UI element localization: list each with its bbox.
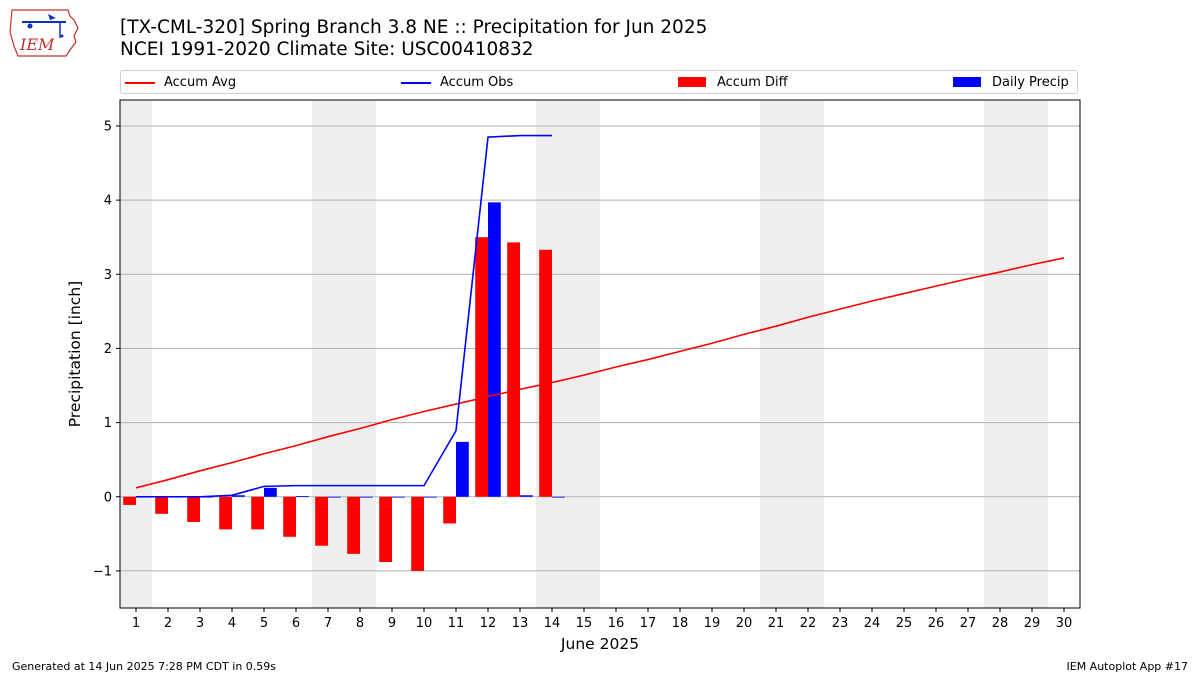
accum-obs-line xyxy=(136,134,552,498)
x-tick-label: 13 xyxy=(512,616,529,631)
x-tick-label: 4 xyxy=(228,616,236,631)
daily-precip-bar xyxy=(392,496,405,498)
daily-precip-bar xyxy=(424,496,437,498)
x-tick-label: 19 xyxy=(704,616,721,631)
accum-diff-bar xyxy=(155,496,168,514)
x-tick-label: 22 xyxy=(800,616,817,631)
x-tick-label: 1 xyxy=(132,616,140,631)
daily-precip-bar xyxy=(520,495,533,497)
accum-avg-line xyxy=(135,257,1065,489)
x-tick-label: 29 xyxy=(1024,616,1041,631)
x-tick-label: 8 xyxy=(356,616,364,631)
y-tick-label: 5 xyxy=(104,119,112,134)
accum-diff-bar xyxy=(251,496,264,530)
weekend-shade xyxy=(120,100,152,608)
x-tick-label: 23 xyxy=(832,616,849,631)
plot-frame xyxy=(119,99,1081,609)
x-tick-label: 24 xyxy=(864,616,881,631)
daily-precip-bar xyxy=(328,496,341,498)
x-tick-label: 20 xyxy=(736,616,753,631)
legend-label: Accum Obs xyxy=(440,75,514,90)
x-tick-label: 3 xyxy=(196,616,204,631)
generated-note: Generated at 14 Jun 2025 7:28 PM CDT in … xyxy=(12,660,277,673)
weekend-shade xyxy=(1016,100,1048,608)
x-tick-label: 12 xyxy=(480,616,497,631)
daily-precip-bar xyxy=(456,441,469,497)
x-tick-label: 28 xyxy=(992,616,1009,631)
chart-legend: Accum Avg Accum Obs Accum Diff Daily Pre… xyxy=(120,70,1078,94)
x-tick-label: 25 xyxy=(896,616,913,631)
daily-precip-bar xyxy=(488,202,501,497)
x-tick-label: 15 xyxy=(576,616,593,631)
accum-diff-bar xyxy=(411,496,424,571)
accum-diff-bar xyxy=(283,496,296,537)
x-tick-label: 2 xyxy=(164,616,172,631)
y-axis-label: Precipitation [inch] xyxy=(66,281,84,427)
y-tick-label: 2 xyxy=(104,342,112,357)
x-tick-label: 5 xyxy=(260,616,268,631)
y-tick-label: 3 xyxy=(104,268,112,283)
legend-key-blue-line xyxy=(401,82,431,84)
accum-diff-bar xyxy=(379,496,392,563)
y-tick-label: 4 xyxy=(104,194,112,209)
weekend-shade xyxy=(984,100,1016,608)
legend-label: Daily Precip xyxy=(992,75,1069,90)
y-tick-label: 1 xyxy=(104,416,112,431)
y-tick-label: 0 xyxy=(104,490,112,505)
accum-diff-bar xyxy=(539,249,552,497)
accum-diff-bar xyxy=(475,237,488,497)
x-tick-label: 21 xyxy=(768,616,785,631)
legend-label: Accum Avg xyxy=(164,75,237,90)
daily-precip-bar xyxy=(360,496,373,498)
y-tick-label: −1 xyxy=(93,564,112,579)
app-credit: IEM Autoplot App #17 xyxy=(1066,660,1189,673)
x-tick-label: 30 xyxy=(1056,616,1073,631)
daily-precip-bar xyxy=(232,495,245,497)
weekend-shade xyxy=(792,100,824,608)
x-tick-label: 10 xyxy=(416,616,433,631)
x-tick-label: 18 xyxy=(672,616,689,631)
weekend-shade xyxy=(568,100,600,608)
x-tick-label: 27 xyxy=(960,616,977,631)
x-tick-label: 7 xyxy=(324,616,332,631)
x-tick-label: 26 xyxy=(928,616,945,631)
weekend-shade xyxy=(760,100,792,608)
legend-key-red-box xyxy=(678,77,706,87)
legend-key-blue-box xyxy=(953,77,981,87)
accum-diff-bar xyxy=(187,496,200,522)
x-tick-label: 11 xyxy=(448,616,465,631)
iowa-state-map-icon: IEM xyxy=(9,9,79,57)
accum-diff-bar xyxy=(443,496,456,524)
iem-logo: IEM xyxy=(8,6,80,60)
chart-subtitle: NCEI 1991-2020 Climate Site: USC00410832 xyxy=(120,39,534,60)
accum-diff-bar xyxy=(219,496,232,530)
accum-diff-bar xyxy=(507,242,520,497)
x-axis-label: June 2025 xyxy=(560,635,639,653)
accum-diff-bar xyxy=(315,496,328,546)
legend-key-red-line xyxy=(125,82,155,84)
x-tick-label: 6 xyxy=(292,616,300,631)
legend-label: Accum Diff xyxy=(717,75,788,90)
x-tick-label: 16 xyxy=(608,616,625,631)
daily-precip-bar xyxy=(264,487,277,497)
daily-precip-bar xyxy=(296,496,309,497)
accum-diff-bar xyxy=(347,496,360,554)
logo-text: IEM xyxy=(19,35,55,54)
daily-precip-bar xyxy=(552,496,565,498)
x-tick-label: 17 xyxy=(640,616,657,631)
chart-title: [TX-CML-320] Spring Branch 3.8 NE :: Pre… xyxy=(120,17,708,38)
accum-diff-bar xyxy=(123,496,136,505)
x-tick-label: 14 xyxy=(544,616,561,631)
x-tick-label: 9 xyxy=(388,616,396,631)
